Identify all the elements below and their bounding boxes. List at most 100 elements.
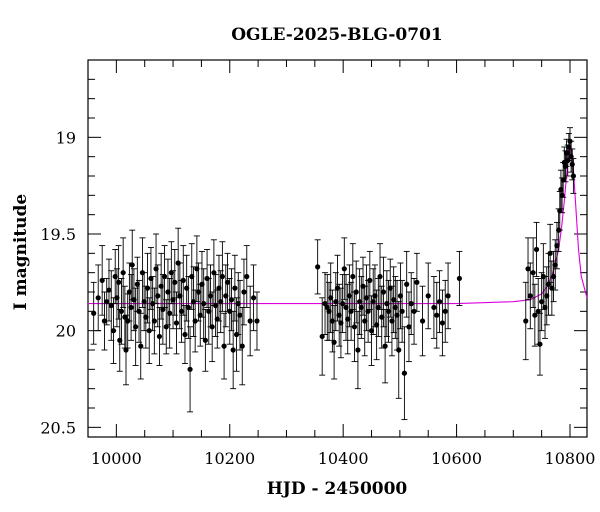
data-point <box>211 270 217 276</box>
y-axis-label: I magnitude <box>11 194 31 311</box>
data-point <box>201 301 207 307</box>
data-point <box>527 293 533 299</box>
data-point <box>545 281 552 287</box>
x-tick-label: 10600 <box>431 449 482 468</box>
data-point <box>91 310 97 316</box>
data-point <box>557 208 563 214</box>
data-point <box>192 318 198 324</box>
data-point <box>570 173 576 179</box>
data-point <box>331 339 337 345</box>
data-point <box>173 320 180 326</box>
data-point <box>414 279 420 285</box>
data-point <box>209 324 215 330</box>
plot-frame <box>87 59 588 438</box>
data-point <box>146 328 152 334</box>
data-point <box>116 279 122 285</box>
data-point <box>365 308 371 314</box>
data-point <box>185 304 191 311</box>
data-point <box>547 250 553 256</box>
data-point <box>419 318 426 324</box>
data-point <box>434 312 440 318</box>
data-point <box>108 302 114 309</box>
data-point <box>408 301 414 307</box>
data-point <box>396 347 402 353</box>
data-point <box>315 264 321 270</box>
data-point <box>341 266 347 272</box>
data-point <box>120 270 126 276</box>
data-point <box>224 279 231 285</box>
data-point <box>350 273 356 280</box>
x-tick-label: 10800 <box>545 449 596 468</box>
data-point <box>138 343 144 349</box>
data-point <box>353 289 359 295</box>
data-point <box>401 370 408 376</box>
data-point <box>106 287 112 293</box>
data-point <box>530 270 536 276</box>
data-point <box>442 308 448 314</box>
data-point <box>180 277 186 283</box>
plot-area: 10000 10200 10400 10600 10800 19 19.5 20 20.5 <box>40 59 596 468</box>
y-tick-label: 19 <box>56 128 76 147</box>
y-tick-label: 20.5 <box>40 418 76 437</box>
data-point <box>133 324 139 330</box>
data-point <box>129 262 135 268</box>
data-point <box>151 318 157 324</box>
data-point <box>202 337 208 343</box>
data-point <box>535 308 541 314</box>
data-point <box>399 308 405 314</box>
data-point <box>187 366 193 372</box>
data-point <box>456 275 463 282</box>
data-point <box>525 266 531 272</box>
data-point <box>351 324 358 330</box>
x-tick-label: 10200 <box>204 449 255 468</box>
data-point <box>436 299 443 305</box>
data-point <box>95 295 101 301</box>
data-point <box>340 301 346 307</box>
data-point <box>348 308 354 314</box>
data-point <box>425 293 431 299</box>
data-point <box>533 246 540 253</box>
data-point <box>439 320 446 326</box>
data-point <box>144 285 151 291</box>
x-axis-label: HJD - 2450000 <box>267 479 408 499</box>
chart-title: OGLE-2025-BLG-0701 <box>231 25 443 45</box>
data-point <box>167 310 173 316</box>
data-point <box>219 273 225 280</box>
data-point <box>156 333 163 340</box>
data-point <box>118 308 125 314</box>
data-point <box>161 273 168 280</box>
data-point <box>532 312 538 318</box>
data-point <box>404 281 410 287</box>
data-point <box>136 308 142 314</box>
data-point <box>232 285 238 291</box>
y-tick-label: 19.5 <box>40 225 76 244</box>
data-point <box>104 299 110 305</box>
data-point <box>406 324 412 330</box>
data-point <box>445 293 451 299</box>
data-point <box>247 318 253 324</box>
data-point <box>319 333 325 340</box>
data-point <box>182 331 188 338</box>
data-point <box>382 343 388 349</box>
data-point <box>221 343 227 349</box>
y-tick-label: 20 <box>56 322 76 341</box>
data-point <box>230 347 236 353</box>
data-point <box>241 289 247 295</box>
data-point <box>569 161 575 167</box>
data-point <box>431 304 437 311</box>
data-point <box>172 279 178 285</box>
data-point <box>155 293 161 299</box>
data-point <box>355 347 361 353</box>
data-point <box>237 312 243 318</box>
data-point <box>163 324 169 330</box>
data-point <box>537 341 543 347</box>
data-point <box>367 277 373 283</box>
data-point <box>160 306 166 312</box>
data-point <box>523 318 529 324</box>
data-point <box>239 343 245 349</box>
data-point <box>123 347 129 353</box>
data-point <box>101 318 108 324</box>
data-point <box>110 328 117 334</box>
data-point <box>380 289 387 295</box>
